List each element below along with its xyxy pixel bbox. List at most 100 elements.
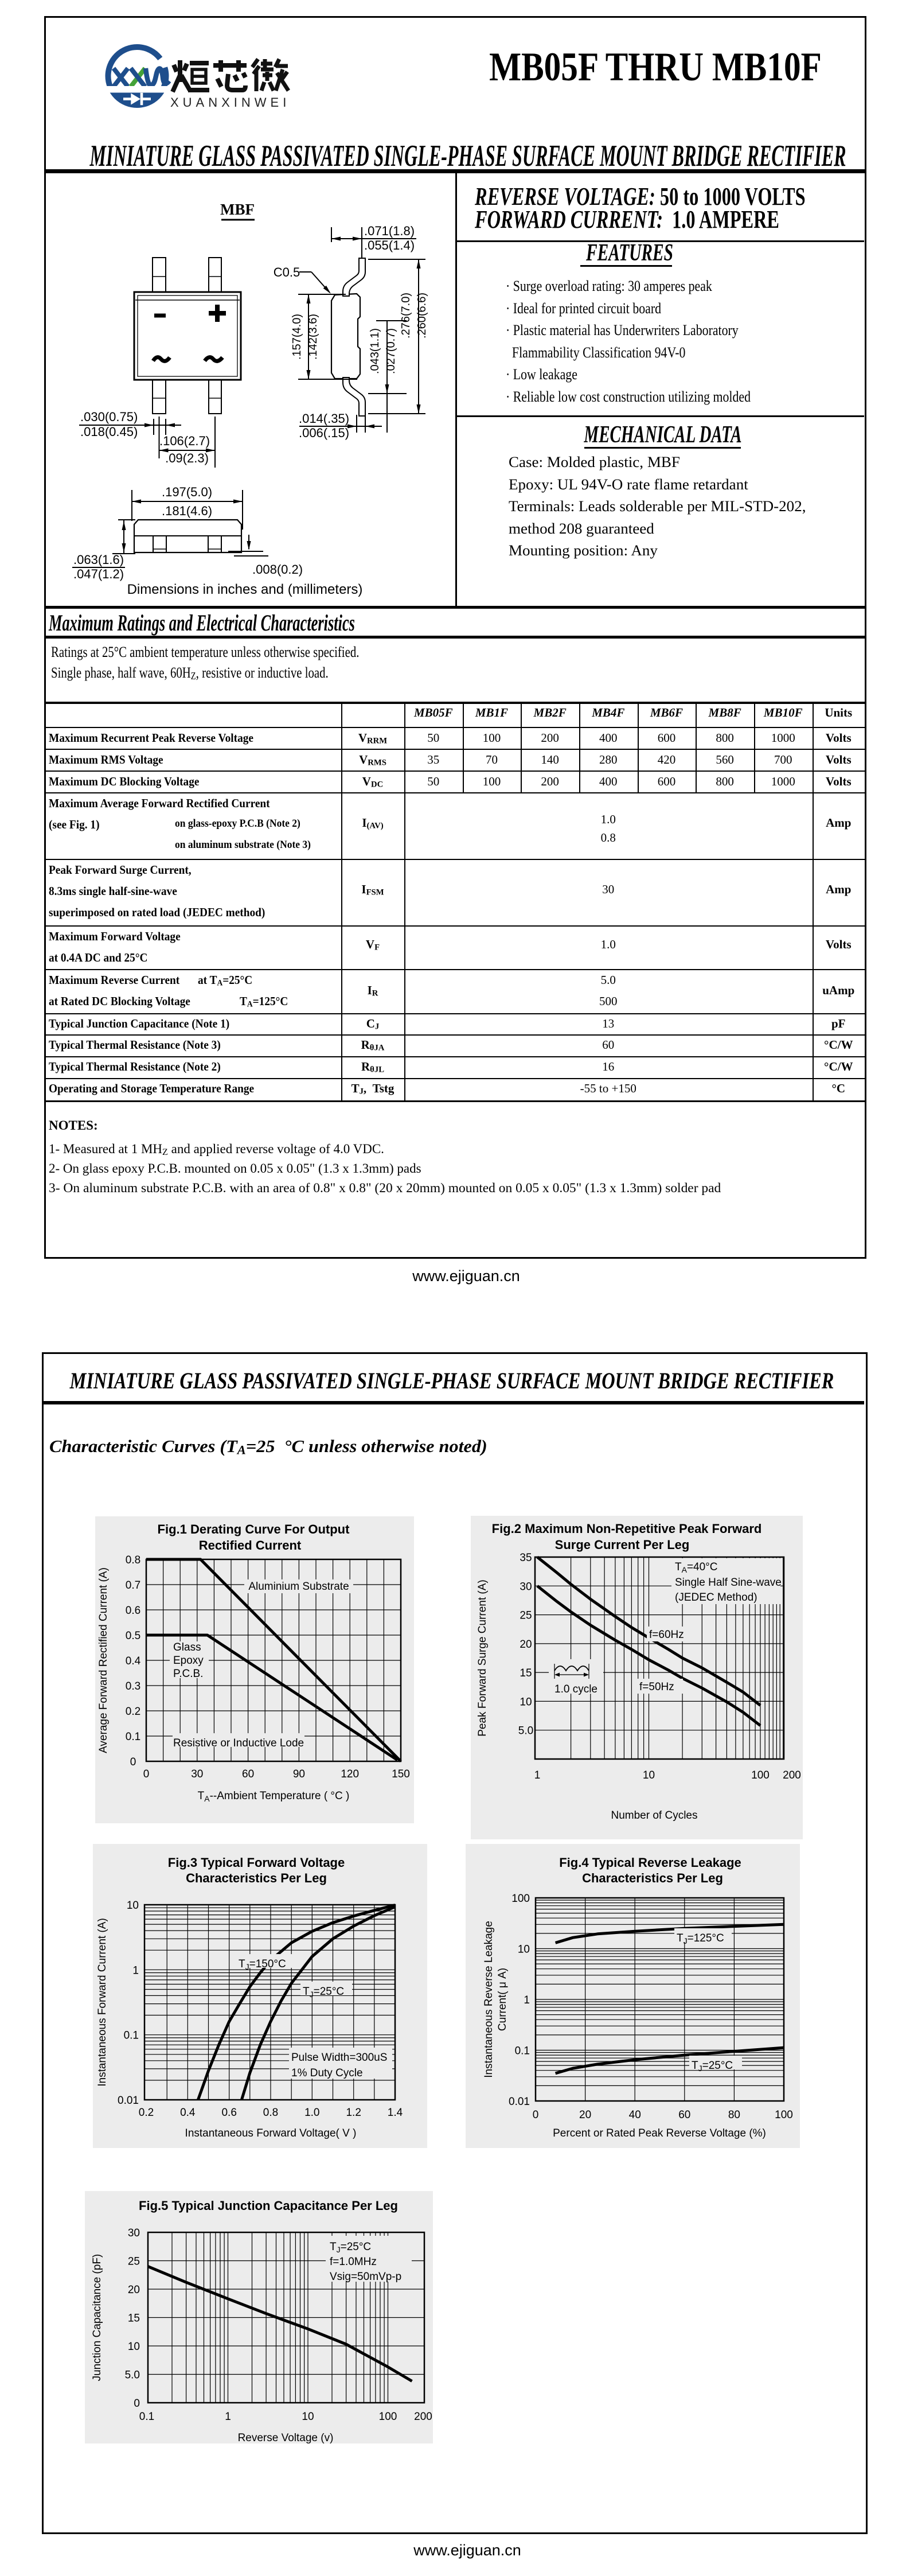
svg-text:5.0: 5.0	[125, 2369, 140, 2382]
svg-text:0.1: 0.1	[515, 2045, 530, 2057]
svg-text:.043(1.1): .043(1.1)	[369, 328, 381, 374]
svg-text:10: 10	[127, 1900, 139, 1912]
svg-text:.006(.15): .006(.15)	[299, 426, 349, 440]
svg-text:0.1: 0.1	[126, 1731, 140, 1743]
svg-text:Aluminium Substrate: Aluminium Substrate	[248, 1581, 349, 1593]
svg-text:1: 1	[132, 1964, 139, 1976]
svg-text:15: 15	[128, 2313, 140, 2325]
svg-text:0: 0	[143, 1768, 150, 1780]
svg-text:10: 10	[518, 1944, 530, 1956]
svg-text:20: 20	[579, 2109, 591, 2121]
svg-text:Resistive or Inductive Lode: Resistive or Inductive Lode	[173, 1737, 304, 1749]
svg-text:TA​=40°C: TA​=40°C	[675, 1561, 718, 1574]
svg-text:80: 80	[728, 2109, 740, 2121]
svg-text:Fig.1 Derating Curve For Outpu: Fig.1 Derating Curve For Output	[158, 1522, 350, 1536]
svg-text:100: 100	[751, 1769, 770, 1781]
svg-text:Rectified Current: Rectified Current	[199, 1538, 302, 1552]
svg-text:Peak Forward Surge Current (A): Peak Forward Surge Current (A)	[477, 1579, 489, 1737]
svg-text:.197(5.0): .197(5.0)	[162, 485, 212, 499]
svg-text:1.0: 1.0	[304, 2107, 319, 2119]
svg-text:.063(1.6): .063(1.6)	[73, 552, 124, 567]
svg-text:(JEDEC Method): (JEDEC Method)	[675, 1591, 757, 1604]
svg-text:.071(1.8): .071(1.8)	[364, 224, 415, 238]
svg-text:TJ​=125°C: TJ​=125°C	[677, 1932, 724, 1945]
svg-text:120: 120	[341, 1768, 359, 1780]
svg-text:0.6: 0.6	[126, 1605, 140, 1617]
svg-text:Reverse Voltage (v): Reverse Voltage (v)	[238, 2432, 334, 2443]
svg-text:Pulse Width=300uS: Pulse Width=300uS	[291, 2052, 387, 2064]
svg-text:25: 25	[128, 2256, 140, 2268]
svg-text:1.4: 1.4	[388, 2107, 403, 2119]
svg-text:0.1: 0.1	[124, 2030, 139, 2042]
svg-text:150: 150	[392, 1768, 410, 1780]
svg-text:200: 200	[783, 1769, 801, 1781]
svg-text:15: 15	[520, 1667, 532, 1679]
svg-text:MBF: MBF	[220, 201, 255, 218]
svg-text:0.01: 0.01	[118, 2095, 139, 2107]
svg-text:1: 1	[225, 2411, 231, 2423]
svg-text:0.8: 0.8	[126, 1554, 140, 1566]
svg-text:1.2: 1.2	[346, 2107, 361, 2119]
svg-text:Glass: Glass	[173, 1641, 201, 1653]
svg-text:60: 60	[242, 1768, 254, 1780]
svg-text:0: 0	[130, 1756, 136, 1768]
svg-text:TA​--Ambient Temperature ( °C: TA​--Ambient Temperature ( °C )	[198, 1790, 350, 1803]
svg-text:0.01: 0.01	[509, 2096, 530, 2108]
svg-text:.055(1.4): .055(1.4)	[364, 238, 415, 252]
svg-text:0.5: 0.5	[126, 1630, 140, 1642]
svg-text:Instantaneous Forward Voltage(: Instantaneous Forward Voltage( V )	[185, 2127, 357, 2139]
svg-text:30: 30	[128, 2227, 140, 2239]
svg-text:10: 10	[643, 1769, 655, 1781]
svg-text:.027(0.7): .027(0.7)	[385, 328, 397, 374]
svg-text:30: 30	[520, 1581, 532, 1593]
svg-text:100: 100	[511, 1893, 530, 1905]
svg-text:0: 0	[134, 2398, 140, 2410]
svg-text:1% Duty Cycle: 1% Duty Cycle	[291, 2067, 363, 2079]
svg-text:.047(1.2): .047(1.2)	[73, 567, 124, 581]
svg-text:Fig.5 Typical Junction Capacit: Fig.5 Typical Junction Capacitance Per L…	[139, 2198, 398, 2213]
svg-text:f=60Hz: f=60Hz	[649, 1629, 684, 1641]
svg-text:Fig.3 Typical Forward Voltage: Fig.3 Typical Forward Voltage	[168, 1855, 345, 1870]
svg-text:0.2: 0.2	[126, 1706, 140, 1718]
svg-text:0.8: 0.8	[263, 2107, 278, 2119]
svg-text:TJ​=25°C: TJ​=25°C	[692, 2060, 733, 2073]
svg-text:.106(2.7): .106(2.7)	[159, 434, 210, 448]
svg-text:Fig.2 Maximum Non-Repetitive P: Fig.2 Maximum Non-Repetitive Peak Forwar…	[492, 1522, 762, 1536]
svg-text:0.2: 0.2	[139, 2107, 154, 2119]
svg-text:40: 40	[629, 2109, 641, 2121]
svg-text:0.1: 0.1	[139, 2411, 154, 2423]
svg-text:10: 10	[302, 2411, 314, 2423]
svg-text:0.4: 0.4	[126, 1655, 141, 1667]
svg-text:100: 100	[775, 2109, 793, 2121]
svg-text:.09(2.3): .09(2.3)	[165, 451, 209, 465]
svg-text:TJ​=150°C: TJ​=150°C	[239, 1958, 286, 1971]
svg-text:.018(0.45): .018(0.45)	[80, 425, 138, 439]
svg-text:0.3: 0.3	[126, 1680, 140, 1692]
svg-text:1.0 cycle: 1.0 cycle	[554, 1683, 597, 1695]
svg-text:Average Forward Rectified Curr: Average Forward Rectified Current (A)	[97, 1567, 110, 1753]
svg-text:f=1.0MHz: f=1.0MHz	[330, 2256, 377, 2268]
svg-text:.014(.35): .014(.35)	[299, 411, 349, 426]
svg-text:30: 30	[191, 1768, 203, 1780]
svg-text:0.6: 0.6	[221, 2107, 236, 2119]
svg-text:20: 20	[520, 1639, 532, 1651]
svg-text:10: 10	[520, 1696, 532, 1708]
svg-text:.276(7.0): .276(7.0)	[400, 293, 412, 338]
svg-text:90: 90	[293, 1768, 305, 1780]
svg-text:C0.5: C0.5	[274, 265, 300, 279]
svg-text:Epoxy: Epoxy	[173, 1655, 204, 1667]
svg-text:Characteristics Per Leg: Characteristics Per Leg	[582, 1871, 723, 1885]
svg-text:Vsig=50mVp-p: Vsig=50mVp-p	[330, 2271, 401, 2283]
svg-text:35: 35	[520, 1552, 532, 1564]
svg-text:TJ​=25°C: TJ​=25°C	[330, 2241, 371, 2254]
svg-text:5.0: 5.0	[518, 1725, 533, 1737]
svg-text:.030(0.75): .030(0.75)	[80, 410, 138, 424]
svg-text:.142(3.6): .142(3.6)	[307, 314, 319, 360]
svg-text:Number of Cycles: Number of Cycles	[611, 1810, 698, 1822]
svg-text:f=50Hz: f=50Hz	[639, 1681, 674, 1693]
svg-text:1: 1	[524, 1994, 530, 2006]
svg-text:.008(0.2): .008(0.2)	[252, 562, 303, 577]
svg-text:.260(6.6): .260(6.6)	[416, 293, 428, 338]
svg-text:Current( μ A): Current( μ A)	[497, 1968, 509, 2031]
svg-text:Junction Capacitance (pF): Junction Capacitance (pF)	[91, 2254, 103, 2382]
